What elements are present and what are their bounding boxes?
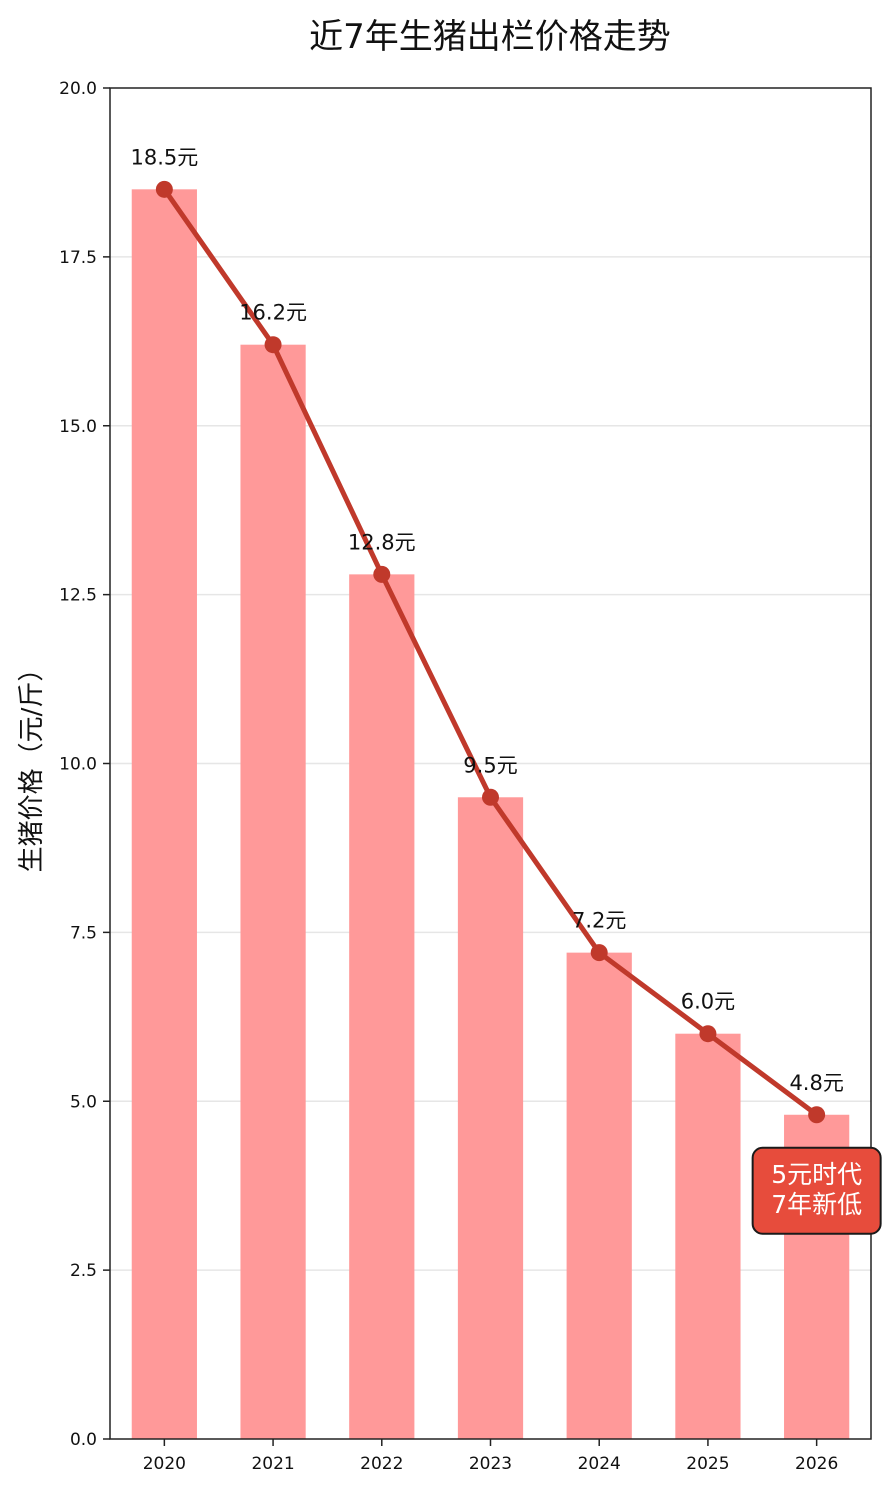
x-tick-label: 2020	[143, 1454, 186, 1474]
line-point-2026	[808, 1106, 826, 1124]
y-tick-label: 0.0	[70, 1430, 97, 1450]
price-line	[155, 180, 826, 1124]
x-tick-label: 2024	[578, 1454, 621, 1474]
y-tick-label: 20.0	[59, 79, 97, 99]
x-tick-label: 2021	[251, 1454, 294, 1474]
data-label-2021: 16.2元	[239, 301, 307, 325]
chart-title: 近7年生猪出栏价格走势	[309, 17, 671, 57]
bar-2022	[349, 574, 415, 1439]
y-tick-label: 10.0	[59, 755, 97, 775]
data-label-2024: 7.2元	[572, 909, 626, 933]
x-tick-label: 2022	[360, 1454, 403, 1474]
bar-2021	[240, 344, 306, 1440]
data-label-2025: 6.0元	[681, 990, 735, 1014]
data-label-2022: 12.8元	[348, 530, 416, 554]
annotation-text: 7年新低	[771, 1190, 862, 1219]
annotation-box	[751, 1146, 882, 1235]
y-tick-label: 5.0	[70, 1092, 97, 1112]
y-tick-label: 7.5	[70, 923, 97, 943]
bar-2025	[675, 1033, 741, 1439]
line-point-2022	[373, 565, 391, 583]
data-labels: 18.5元 16.2元 12.8元 9.5元 7.2元 6.0元 4.8元	[130, 145, 843, 1094]
bar-2023	[457, 797, 524, 1439]
line-point-2021	[264, 336, 282, 354]
data-label-2026: 4.8元	[789, 1071, 843, 1095]
x-tick-label: 2025	[686, 1454, 729, 1474]
x-tick-label: 2026	[795, 1454, 838, 1474]
bar-2024	[566, 952, 632, 1439]
x-tick-label: 2023	[469, 1454, 512, 1474]
y-tick-label: 17.5	[59, 248, 97, 268]
line-point-2023	[482, 788, 499, 806]
line-point-2025	[699, 1025, 717, 1043]
data-label-2023: 9.5元	[463, 753, 517, 777]
line-point-2020	[155, 180, 173, 198]
bar-2020	[131, 189, 197, 1440]
axes: 0.0 2.5 5.0 7.5 10.0 12.5 15.0 17.5 20.0 2020 2021…	[59, 79, 872, 1474]
bars	[131, 189, 850, 1440]
y-axis-label: 生猪价格（元/斤）	[17, 656, 47, 873]
y-tick-label: 12.5	[59, 586, 97, 606]
data-label-2020: 18.5元	[130, 145, 198, 169]
y-tick-label: 2.5	[70, 1261, 97, 1281]
y-tick-label: 15.0	[59, 417, 97, 437]
annotation-text: 5元时代	[771, 1160, 862, 1189]
line-point-2024	[590, 944, 608, 962]
